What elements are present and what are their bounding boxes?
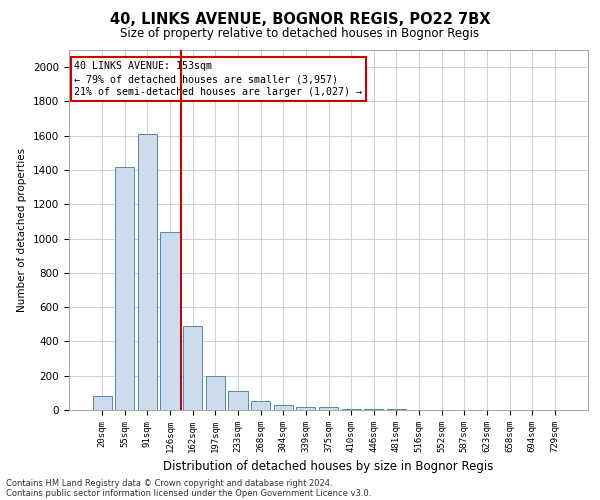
Bar [364, 409, 383, 410]
Text: 40, LINKS AVENUE, BOGNOR REGIS, PO22 7BX: 40, LINKS AVENUE, BOGNOR REGIS, PO22 7BX [110, 12, 490, 28]
Text: Size of property relative to detached houses in Bognor Regis: Size of property relative to detached ho… [121, 28, 479, 40]
Bar [274, 405, 293, 410]
Text: 40 LINKS AVENUE: 153sqm
← 79% of detached houses are smaller (3,957)
21% of semi: 40 LINKS AVENUE: 153sqm ← 79% of detache… [74, 61, 362, 97]
Bar [115, 166, 134, 410]
Bar [296, 406, 316, 410]
Bar [341, 408, 361, 410]
Text: Contains public sector information licensed under the Open Government Licence v3: Contains public sector information licen… [6, 488, 371, 498]
Bar [229, 391, 248, 410]
X-axis label: Distribution of detached houses by size in Bognor Regis: Distribution of detached houses by size … [163, 460, 494, 473]
Text: Contains HM Land Registry data © Crown copyright and database right 2024.: Contains HM Land Registry data © Crown c… [6, 478, 332, 488]
Bar [160, 232, 180, 410]
Bar [206, 376, 225, 410]
Y-axis label: Number of detached properties: Number of detached properties [17, 148, 28, 312]
Bar [319, 408, 338, 410]
Bar [138, 134, 157, 410]
Bar [183, 326, 202, 410]
Bar [251, 402, 270, 410]
Bar [92, 396, 112, 410]
